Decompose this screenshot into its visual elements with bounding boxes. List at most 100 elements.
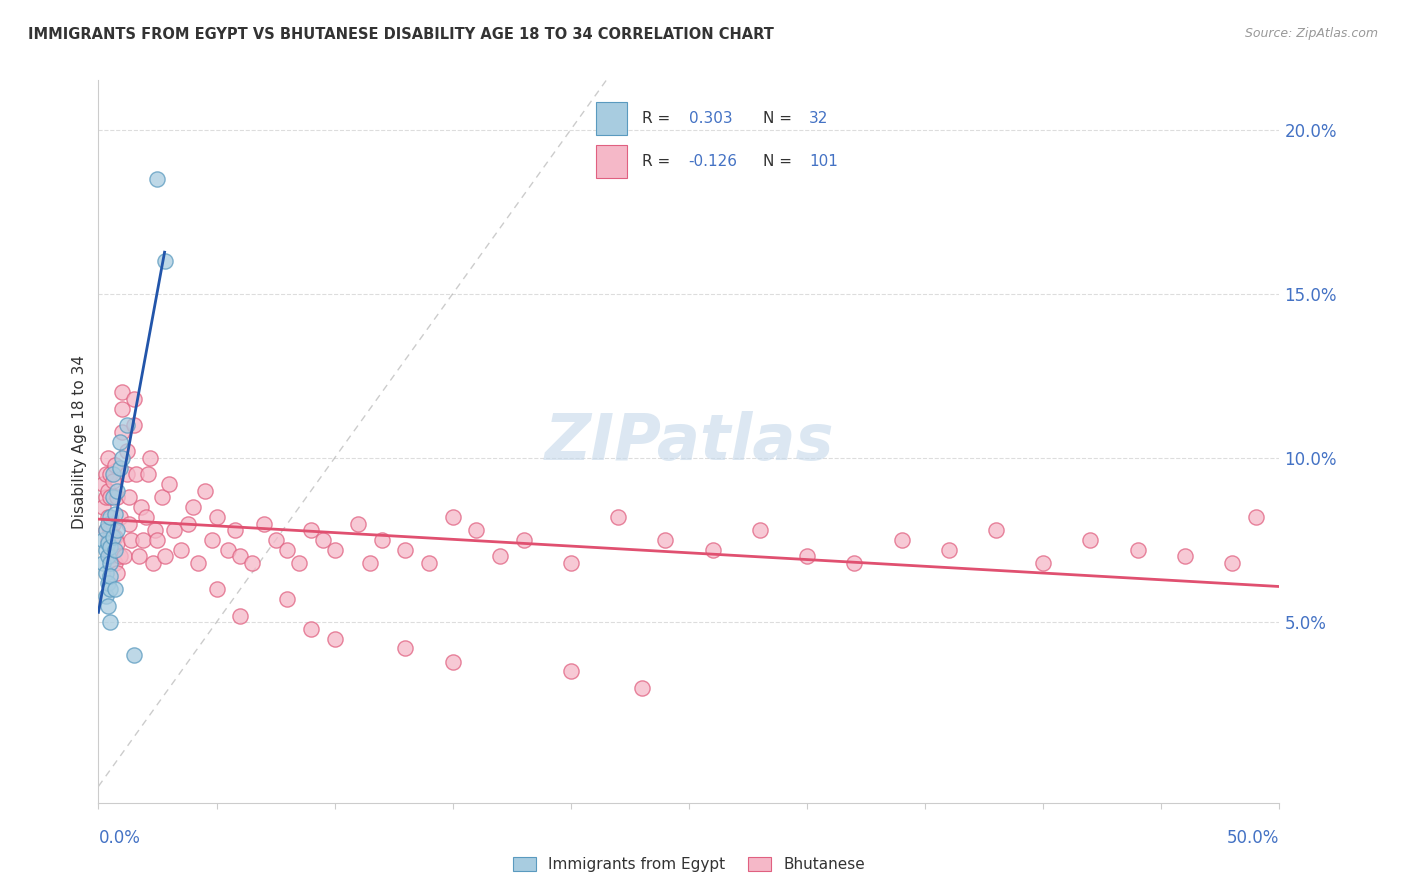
Point <box>104 582 127 597</box>
Point <box>177 516 200 531</box>
Point <box>288 556 311 570</box>
Point <box>97 575 120 590</box>
Point <box>153 253 176 268</box>
Point <box>97 516 120 531</box>
Point <box>94 566 117 580</box>
Point <box>224 523 246 537</box>
Point <box>118 491 141 505</box>
Point <box>938 542 960 557</box>
Text: IMMIGRANTS FROM EGYPT VS BHUTANESE DISABILITY AGE 18 TO 34 CORRELATION CHART: IMMIGRANTS FROM EGYPT VS BHUTANESE DISAB… <box>28 27 773 42</box>
Text: ZIPatlas: ZIPatlas <box>544 410 834 473</box>
Text: 101: 101 <box>810 153 838 169</box>
Point <box>229 608 252 623</box>
Point <box>194 483 217 498</box>
Point <box>104 542 127 557</box>
Point <box>371 533 394 547</box>
Text: 0.0%: 0.0% <box>98 829 141 847</box>
Point <box>1244 510 1267 524</box>
Point <box>157 477 180 491</box>
Point <box>91 477 114 491</box>
Point <box>276 592 298 607</box>
Point <box>1174 549 1197 564</box>
Point <box>512 533 534 547</box>
Point <box>101 491 124 505</box>
Point <box>560 665 582 679</box>
Point <box>108 460 131 475</box>
Bar <box>596 145 627 178</box>
Point <box>111 385 134 400</box>
Point <box>111 450 134 465</box>
Point <box>323 542 346 557</box>
Point <box>299 622 322 636</box>
Point <box>98 582 121 597</box>
Point <box>217 542 239 557</box>
Point <box>101 542 124 557</box>
Point <box>347 516 370 531</box>
Point <box>276 542 298 557</box>
Point <box>1080 533 1102 547</box>
Y-axis label: Disability Age 18 to 34: Disability Age 18 to 34 <box>72 354 87 529</box>
Point <box>105 491 128 505</box>
Point <box>312 533 335 547</box>
Point <box>122 392 145 406</box>
Point <box>187 556 209 570</box>
Point <box>128 549 150 564</box>
Point <box>441 655 464 669</box>
Point <box>299 523 322 537</box>
Point <box>984 523 1007 537</box>
Point <box>150 491 173 505</box>
Point <box>654 533 676 547</box>
Point <box>129 500 152 515</box>
Legend: Immigrants from Egypt, Bhutanese: Immigrants from Egypt, Bhutanese <box>506 851 872 879</box>
Point <box>844 556 866 570</box>
Text: Source: ZipAtlas.com: Source: ZipAtlas.com <box>1244 27 1378 40</box>
Point <box>94 523 117 537</box>
Text: 0.303: 0.303 <box>689 111 733 126</box>
Point <box>112 549 135 564</box>
Point <box>98 523 121 537</box>
Point <box>118 516 141 531</box>
Text: R =: R = <box>643 153 675 169</box>
Point <box>98 549 121 564</box>
Point <box>94 589 117 603</box>
Point <box>170 542 193 557</box>
Point <box>205 510 228 524</box>
Bar <box>596 102 627 135</box>
Point <box>108 434 131 449</box>
Point <box>105 483 128 498</box>
Point <box>181 500 204 515</box>
Point <box>122 418 145 433</box>
Point <box>115 418 138 433</box>
Point <box>630 681 652 695</box>
Text: 32: 32 <box>810 111 828 126</box>
Point <box>121 533 143 547</box>
Point <box>94 467 117 482</box>
Point <box>142 556 165 570</box>
Point <box>97 483 120 498</box>
Point <box>135 510 157 524</box>
Point <box>115 467 138 482</box>
Point <box>125 467 148 482</box>
Point <box>91 556 114 570</box>
Point <box>101 530 124 544</box>
Point <box>136 467 159 482</box>
Point <box>1220 556 1243 570</box>
Point <box>101 467 124 482</box>
Point <box>748 523 770 537</box>
Point <box>122 648 145 662</box>
Point <box>94 542 117 557</box>
Point <box>98 556 121 570</box>
Point <box>98 615 121 630</box>
Text: -0.126: -0.126 <box>689 153 738 169</box>
Point <box>229 549 252 564</box>
Point <box>796 549 818 564</box>
Point <box>163 523 186 537</box>
Point <box>98 491 121 505</box>
Text: 50.0%: 50.0% <box>1227 829 1279 847</box>
Point <box>264 533 287 547</box>
Point <box>111 401 134 416</box>
Point <box>201 533 224 547</box>
Text: N =: N = <box>763 153 797 169</box>
Point <box>359 556 381 570</box>
Point <box>111 425 134 439</box>
